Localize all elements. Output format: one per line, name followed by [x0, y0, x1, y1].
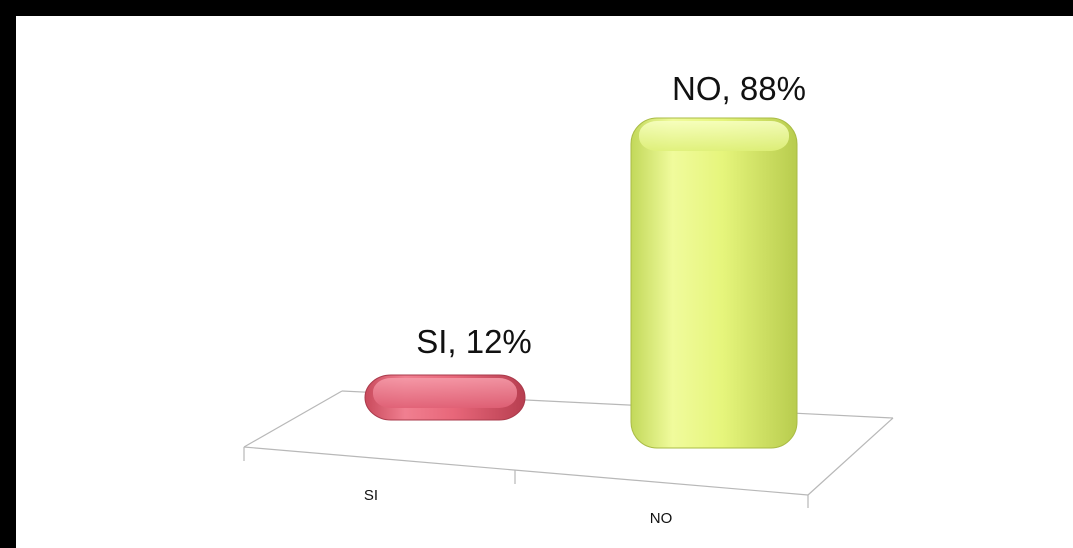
floor-left-edge: [243, 390, 343, 448]
bar-si: [364, 374, 526, 421]
bar-series: [364, 117, 798, 449]
bar-data-label-no: NO, 88%: [672, 70, 806, 107]
chart-floor: [243, 390, 894, 508]
bar-top-no: [639, 121, 789, 151]
bar-body-no: [630, 117, 798, 449]
x-tick-label-si: SI: [364, 487, 378, 504]
floor-right-edge: [807, 417, 894, 496]
bar-no: [630, 117, 798, 449]
bar-data-label-si: SI, 12%: [416, 323, 532, 360]
x-axis-front-line: [243, 446, 809, 496]
bar-top-si: [373, 378, 517, 408]
x-tick-label-no: NO: [650, 510, 673, 527]
